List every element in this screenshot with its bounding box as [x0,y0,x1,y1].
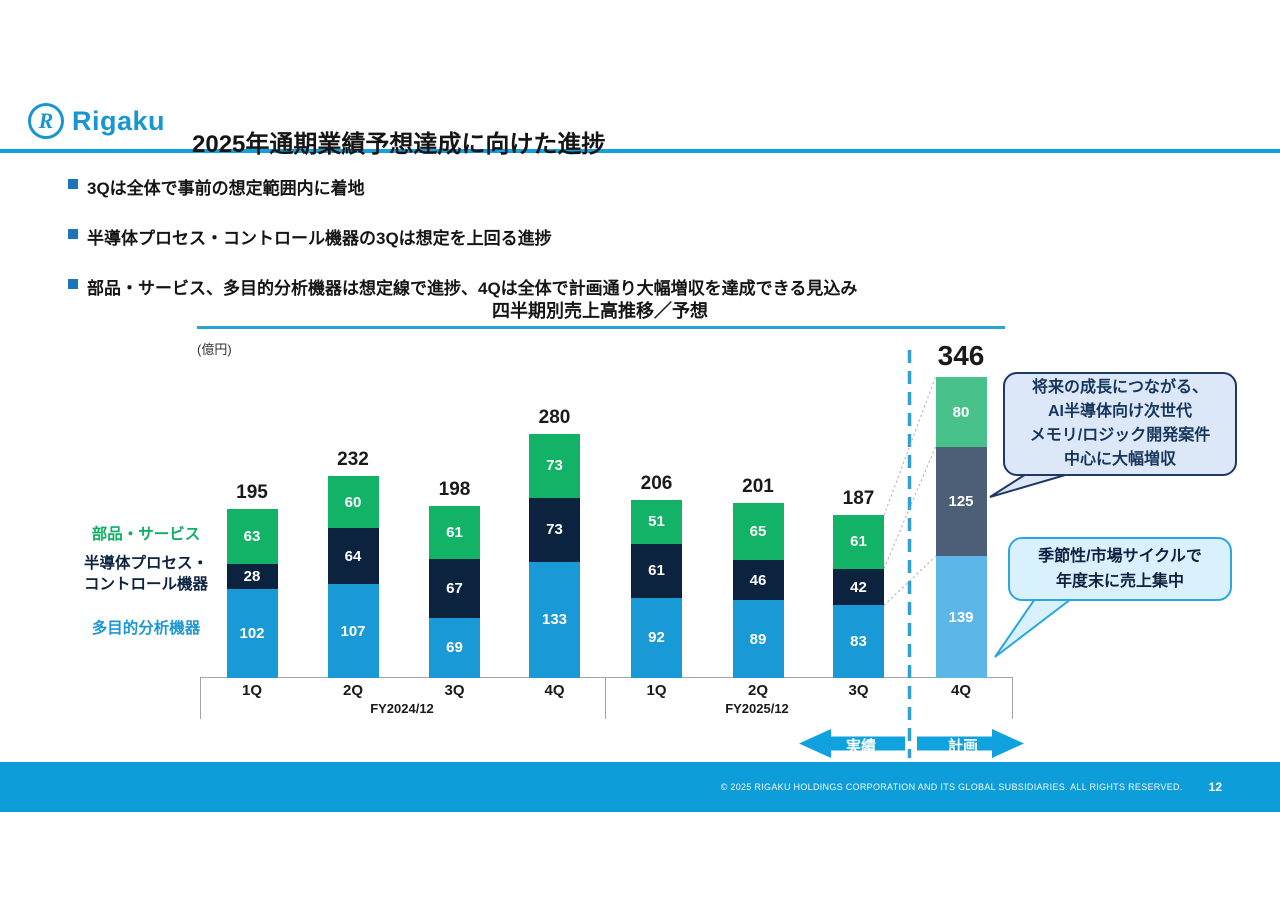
axis-category-label: 4Q [544,682,565,699]
callout-line: 季節性/市場サイクルで [1038,548,1202,565]
bar-segment: 107 [327,584,379,678]
plan-arrow-label: 計画 [947,738,978,755]
bar-total-label: 187 [842,488,875,510]
bar-segment: 67 [429,559,480,618]
bar-total-label: 280 [538,406,571,428]
axis-category-label: 3Q [848,682,869,699]
bar-total-label: 346 [937,340,985,371]
bar-segment: 73 [529,433,580,498]
key-points-list: 3Qは全体で事前の想定範囲内に着地 半導体プロセス・コントロール機器の3Qは想定… [68,174,857,324]
bar-segment: 28 [226,564,278,589]
bullet-square-icon [68,229,78,239]
callout-growth-note: 将来の成長につながる、 AI半導体向け次世代 メモリ/ロジック開発案件 中心に大… [1003,372,1237,476]
callout-seasonality-note: 季節性/市場サイクルで 年度末に売上集中 [1008,537,1232,601]
bullet-square-icon [68,179,78,189]
axis-tick [200,677,201,719]
axis-category-label: 3Q [444,682,465,699]
legend-entry: 半導体プロセス・ コントロール機器 [61,553,231,595]
bar-segment: 125 [935,447,987,557]
legend-label-line: 半導体プロセス・ [83,555,208,572]
plan-connector-dotted-line [883,556,936,606]
bar-segment: 61 [833,515,884,569]
bar-total-label: 195 [236,482,268,504]
bar-segment: 61 [429,505,480,559]
axis-category-label: 1Q [241,682,262,699]
bullet-text: 部品・サービス、多目的分析機器は想定線で進捗、4Qは全体で計画通り大幅増収を達成… [87,279,858,298]
callout-line: AI半導体向け次世代 [1047,403,1192,420]
fiscal-year-label-fy2024: FY2024/12 [370,701,434,716]
axis-tick [1012,677,1013,719]
bullet-square-icon [68,279,78,289]
bar-segment: 83 [833,605,884,678]
legend-label-line: コントロール機器 [83,576,208,593]
actual-arrow-label: 実績 [845,738,876,755]
bar-total-label: 198 [438,478,471,500]
bar-segment: 92 [631,597,682,678]
chart-title: 四半期別売上高推移／予想 [492,301,708,321]
axis-category-label: 2Q [342,682,363,699]
callout-line: 将来の成長につながる、 [1031,379,1208,396]
axis-tick [605,677,606,719]
legend-entry: 多目的分析機器 [61,618,231,639]
bar-total-label: 206 [640,472,673,494]
bar-segment: 42 [833,568,884,606]
header-divider [0,149,1280,153]
legend-entry: 部品・サービス [61,524,231,545]
bar-segment: 60 [327,475,379,529]
bar-total-label: 232 [337,448,369,470]
axis-category-label: 2Q [747,682,768,699]
bar-segment: 64 [327,528,379,585]
bar-segment: 61 [631,544,682,598]
bar-segment: 139 [935,556,987,678]
axis-category-label: 1Q [646,682,667,699]
bullet-text: 半導体プロセス・コントロール機器の3Qは想定を上回る進捗 [87,229,552,248]
x-axis-baseline [200,677,1013,678]
bullet-item: 部品・サービス、多目的分析機器は想定線で進捗、4Qは全体で計画通り大幅増収を達成… [68,274,857,299]
axis-unit-label: (億円) [197,342,232,357]
bar-segment: 80 [935,377,987,447]
bar-segment: 69 [429,617,480,678]
page-number: 12 [1208,780,1222,794]
bar-segment: 133 [529,561,580,678]
fiscal-year-label-fy2025: FY2025/12 [725,701,789,716]
bar-segment: 46 [732,559,784,601]
bar-segment: 89 [732,600,784,678]
bar-segment: 51 [631,499,682,545]
chart-title-underline [197,326,1005,329]
copyright-text: © 2025 RIGAKU HOLDINGS CORPORATION AND I… [720,782,1183,792]
legend-label-line: 部品・サービス [91,526,201,543]
rigaku-logo-icon: R [28,103,64,139]
bar-segment: 73 [529,497,580,562]
bar-total-label: 201 [742,476,774,497]
logo-wordmark: Rigaku [72,105,166,136]
bullet-item: 3Qは全体で事前の想定範囲内に着地 [68,174,857,199]
footer-band: © 2025 RIGAKU HOLDINGS CORPORATION AND I… [0,762,1280,812]
legend-label-line: 多目的分析機器 [91,620,201,637]
callout-line: 年度末に売上集中 [1055,573,1184,590]
bullet-item: 半導体プロセス・コントロール機器の3Qは想定を上回る進捗 [68,224,857,249]
axis-category-label: 4Q [950,682,971,699]
bullet-text: 3Qは全体で事前の想定範囲内に着地 [87,179,365,198]
logo-letter: R [38,108,54,133]
bar-segment: 102 [226,588,278,678]
rigaku-logo: R Rigaku [28,103,165,139]
bar-segment: 63 [226,509,278,565]
bar-segment: 65 [732,503,784,560]
callout-line: メモリ/ロジック開発案件 [1029,427,1211,444]
callout-line: 中心に大幅増収 [1063,451,1176,468]
page-title: 2025年通期業績予想達成に向けた進捗 [192,131,606,159]
